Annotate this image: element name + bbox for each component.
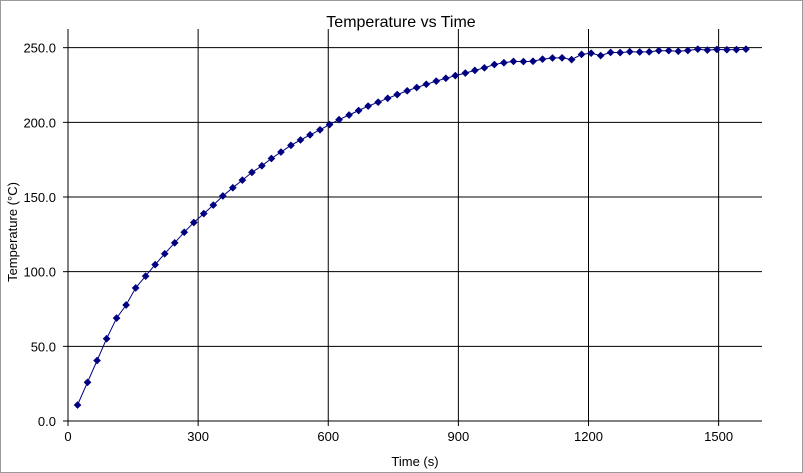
data-point	[228, 183, 237, 192]
data-point	[461, 69, 470, 78]
data-point	[393, 90, 402, 99]
data-point	[189, 218, 198, 227]
y-tick-labels: 0.0 50.0 100.0 150.0 200.0 250.0	[23, 41, 56, 429]
data-point	[635, 48, 644, 56]
axes	[63, 29, 762, 426]
data-point	[286, 141, 295, 150]
data-point	[519, 57, 528, 66]
data-point	[316, 125, 324, 134]
data-point	[296, 136, 305, 144]
data-point	[529, 57, 537, 66]
data-point	[238, 176, 247, 185]
data-point	[664, 46, 673, 55]
data-point	[703, 46, 712, 55]
data-point	[209, 201, 218, 210]
data-point	[509, 57, 518, 66]
data-point	[354, 106, 363, 115]
data-point	[83, 378, 92, 387]
x-axis-label: Time (s)	[391, 454, 438, 469]
data-point	[645, 47, 654, 56]
data-point	[131, 283, 140, 292]
y-tick-label: 100.0	[23, 265, 56, 280]
data-point	[151, 260, 160, 269]
data-point	[180, 228, 189, 237]
data-point	[141, 272, 150, 281]
data-point	[538, 55, 547, 64]
data-point	[335, 115, 344, 124]
data-point	[654, 46, 663, 55]
data-point	[306, 130, 314, 139]
x-tick-label: 1200	[574, 429, 603, 444]
data-point	[257, 161, 266, 170]
data-point	[606, 48, 615, 57]
y-tick-label: 50.0	[31, 339, 56, 354]
data-point	[693, 45, 702, 54]
data-point	[422, 80, 431, 89]
data-point	[499, 58, 508, 67]
x-tick-label: 600	[317, 429, 339, 444]
y-tick-label: 0.0	[38, 414, 56, 429]
y-tick-label: 200.0	[23, 115, 56, 130]
data-point	[674, 47, 683, 56]
data-point	[683, 46, 692, 55]
x-tick-labels: 0 300 600 900 1200 1500	[64, 429, 733, 444]
data-point	[102, 334, 111, 343]
x-tick-label: 300	[187, 429, 209, 444]
data-point	[712, 45, 721, 54]
data-point	[170, 238, 179, 247]
data-point	[160, 249, 169, 258]
data-point	[267, 154, 276, 163]
data-point	[470, 66, 479, 75]
x-tick-label: 900	[448, 429, 470, 444]
grid-lines	[68, 29, 762, 421]
data-point	[122, 301, 131, 309]
data-point	[247, 168, 256, 177]
data-point	[364, 102, 373, 111]
data-point	[596, 51, 605, 60]
data-point	[741, 45, 750, 54]
data-point	[616, 48, 625, 57]
data-point	[412, 83, 421, 92]
series-line	[77, 48, 747, 406]
data-point	[73, 401, 82, 409]
x-tick-label: 0	[64, 429, 71, 444]
data-point	[218, 192, 227, 200]
data-point	[403, 86, 412, 95]
data-point	[374, 98, 383, 107]
x-tick-label: 1500	[704, 429, 733, 444]
data-point	[490, 60, 499, 69]
data-point	[277, 148, 285, 157]
data-point	[480, 63, 489, 72]
data-point	[587, 49, 596, 58]
data-point	[451, 71, 460, 80]
plot-area	[68, 29, 762, 421]
series-temperature	[73, 45, 750, 409]
data-point	[625, 47, 634, 56]
chart-title: Temperature vs Time	[326, 14, 475, 31]
data-point	[432, 77, 441, 86]
data-point	[199, 209, 208, 218]
y-tick-label: 250.0	[23, 41, 56, 56]
data-point	[383, 94, 392, 103]
data-point	[548, 54, 557, 62]
data-point	[722, 45, 731, 54]
data-point	[345, 111, 354, 119]
data-point	[732, 45, 741, 54]
data-point	[441, 74, 450, 83]
y-axis-label: Temperature (°C)	[5, 182, 20, 282]
data-point	[112, 314, 121, 323]
data-point	[325, 120, 334, 129]
data-point	[577, 50, 586, 59]
data-point	[93, 356, 102, 365]
data-point	[558, 53, 566, 62]
y-tick-label: 150.0	[23, 190, 56, 205]
data-point	[567, 55, 576, 64]
